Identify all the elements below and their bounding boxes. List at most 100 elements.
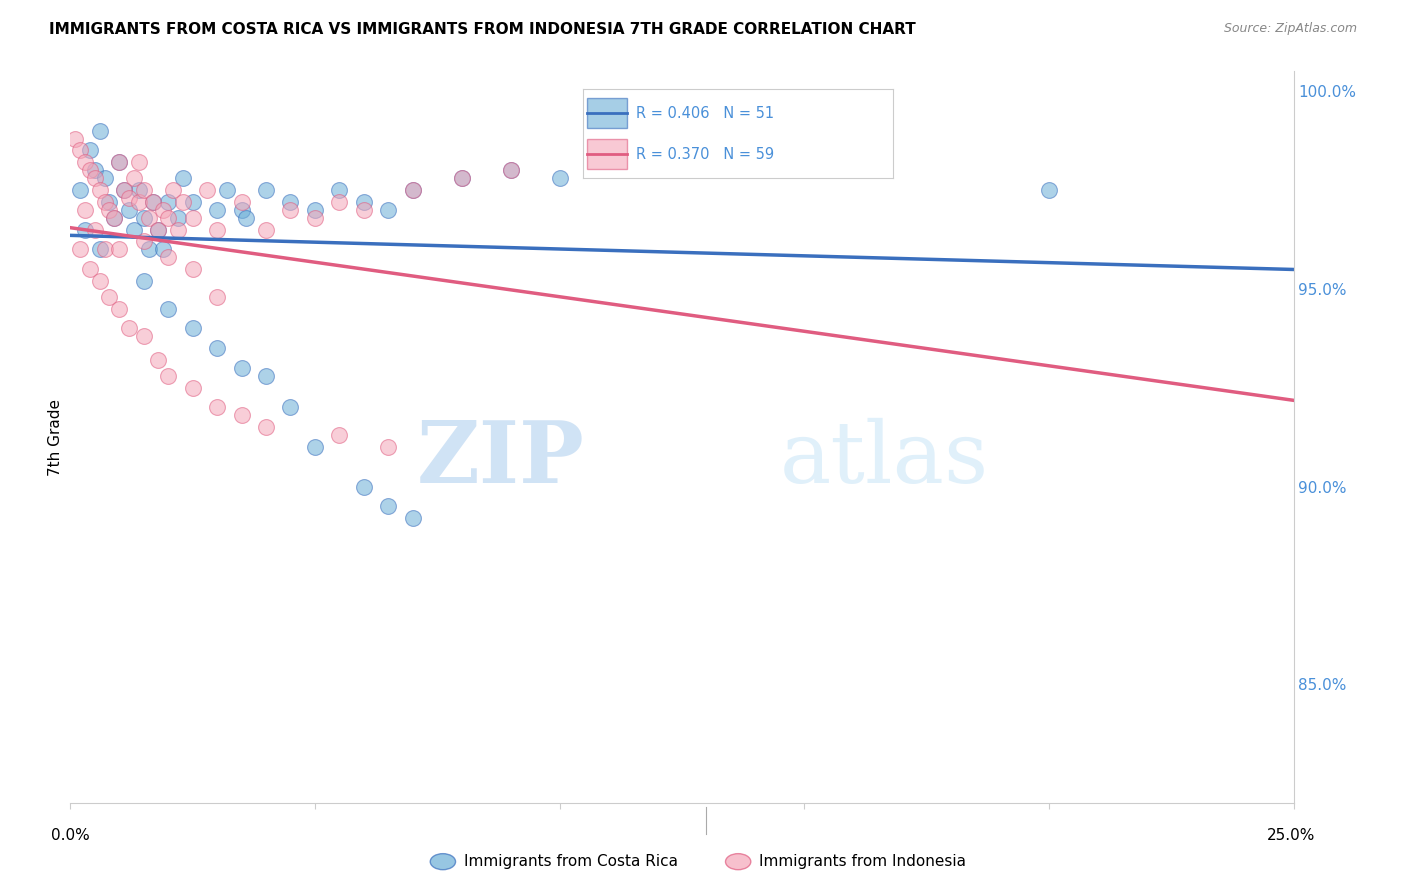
- Point: [148, 353, 170, 368]
- Point: [103, 211, 125, 225]
- Point: [83, 163, 105, 178]
- Point: [205, 222, 228, 236]
- Point: [548, 171, 571, 186]
- Point: [598, 155, 620, 169]
- Point: [172, 194, 194, 209]
- Point: [93, 194, 115, 209]
- Point: [152, 202, 174, 217]
- Point: [1038, 183, 1060, 197]
- Point: [353, 202, 375, 217]
- Point: [69, 183, 91, 197]
- Point: [132, 211, 155, 225]
- Point: [280, 202, 302, 217]
- Point: [499, 163, 522, 178]
- Point: [142, 194, 165, 209]
- Point: [181, 211, 204, 225]
- Point: [112, 183, 135, 197]
- Y-axis label: 7th Grade: 7th Grade: [48, 399, 63, 475]
- Point: [402, 511, 425, 525]
- Point: [138, 211, 160, 225]
- Point: [235, 211, 257, 225]
- Text: ZIP: ZIP: [416, 417, 583, 501]
- Point: [157, 368, 180, 383]
- Point: [118, 202, 141, 217]
- Point: [98, 202, 121, 217]
- Point: [353, 479, 375, 493]
- Text: R = 0.370   N = 59: R = 0.370 N = 59: [636, 147, 775, 161]
- Point: [205, 341, 228, 355]
- Point: [108, 242, 131, 256]
- Point: [377, 202, 399, 217]
- Point: [205, 290, 228, 304]
- Point: [112, 183, 135, 197]
- FancyBboxPatch shape: [586, 98, 627, 128]
- Point: [132, 329, 155, 343]
- Point: [132, 274, 155, 288]
- Point: [157, 250, 180, 264]
- Point: [83, 171, 105, 186]
- Point: [157, 301, 180, 316]
- Point: [89, 123, 111, 137]
- Point: [280, 194, 302, 209]
- Point: [254, 222, 277, 236]
- Point: [128, 155, 150, 169]
- Point: [304, 211, 326, 225]
- Point: [304, 202, 326, 217]
- Text: Source: ZipAtlas.com: Source: ZipAtlas.com: [1223, 22, 1357, 36]
- Text: R = 0.406   N = 51: R = 0.406 N = 51: [636, 106, 775, 120]
- Point: [499, 163, 522, 178]
- Point: [181, 262, 204, 277]
- Point: [103, 211, 125, 225]
- Point: [304, 440, 326, 454]
- Text: Immigrants from Indonesia: Immigrants from Indonesia: [759, 855, 966, 869]
- Point: [167, 222, 190, 236]
- Point: [128, 183, 150, 197]
- Point: [69, 144, 91, 158]
- Point: [377, 500, 399, 514]
- Point: [118, 321, 141, 335]
- Point: [205, 401, 228, 415]
- Point: [108, 155, 131, 169]
- Point: [108, 301, 131, 316]
- Point: [142, 194, 165, 209]
- Point: [73, 155, 96, 169]
- Point: [181, 321, 204, 335]
- Point: [73, 202, 96, 217]
- Point: [205, 202, 228, 217]
- Point: [63, 131, 86, 145]
- Point: [328, 183, 350, 197]
- Point: [254, 183, 277, 197]
- Point: [79, 163, 101, 178]
- Text: 0.0%: 0.0%: [51, 829, 90, 843]
- Point: [377, 440, 399, 454]
- Point: [122, 222, 145, 236]
- Point: [353, 194, 375, 209]
- Text: Immigrants from Costa Rica: Immigrants from Costa Rica: [464, 855, 678, 869]
- Point: [138, 242, 160, 256]
- Point: [128, 194, 150, 209]
- Point: [195, 183, 218, 197]
- Point: [132, 183, 155, 197]
- Point: [98, 290, 121, 304]
- Point: [231, 360, 253, 375]
- Point: [152, 242, 174, 256]
- Point: [231, 202, 253, 217]
- Point: [79, 262, 101, 277]
- Point: [647, 144, 669, 158]
- Point: [328, 194, 350, 209]
- FancyBboxPatch shape: [586, 139, 627, 169]
- Point: [79, 144, 101, 158]
- Point: [215, 183, 238, 197]
- Text: IMMIGRANTS FROM COSTA RICA VS IMMIGRANTS FROM INDONESIA 7TH GRADE CORRELATION CH: IMMIGRANTS FROM COSTA RICA VS IMMIGRANTS…: [49, 22, 915, 37]
- Point: [83, 222, 105, 236]
- Point: [93, 171, 115, 186]
- Point: [132, 235, 155, 249]
- Point: [98, 194, 121, 209]
- Point: [231, 409, 253, 423]
- Point: [280, 401, 302, 415]
- Point: [118, 191, 141, 205]
- Point: [108, 155, 131, 169]
- Point: [93, 242, 115, 256]
- Text: atlas: atlas: [780, 417, 988, 500]
- Point: [73, 222, 96, 236]
